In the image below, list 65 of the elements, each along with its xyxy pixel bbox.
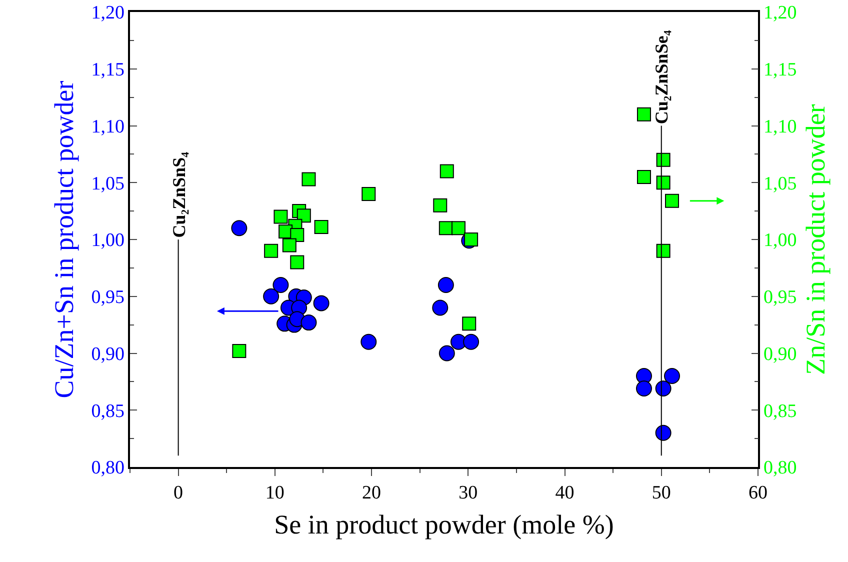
point [264, 244, 278, 258]
ref-line-label: Cu₂ZnSnSe₄ [652, 30, 672, 124]
y-tick-label: 0,95 [91, 287, 124, 308]
y2-tick-label: 1,20 [764, 2, 797, 24]
point [664, 368, 680, 384]
point [655, 380, 672, 397]
x-tick-label: 0 [174, 482, 184, 504]
point [438, 277, 454, 293]
point [451, 221, 466, 236]
x-tick-label: 10 [265, 482, 284, 504]
point [360, 334, 377, 350]
point [656, 152, 670, 167]
point [464, 232, 478, 246]
y-tick-label: 1,00 [91, 230, 124, 252]
y-tick-label: 1,05 [91, 173, 124, 194]
y-tick-label: 0,80 [91, 458, 124, 479]
point [274, 210, 288, 224]
y2-tick-label: 0,85 [764, 400, 797, 422]
x-tick-label: 20 [362, 482, 382, 504]
x-axis-title: Se in product powder (mole %) [274, 509, 614, 540]
point [656, 244, 670, 258]
x-tick-label: 60 [748, 482, 768, 504]
y2-tick-label: 0,95 [764, 287, 797, 308]
point [302, 172, 316, 186]
point [290, 255, 304, 270]
point [463, 334, 480, 350]
y-tick-label: 1,20 [91, 2, 124, 24]
point [665, 194, 680, 208]
y2-tick-label: 1,00 [764, 230, 797, 252]
point [314, 220, 328, 234]
point [636, 170, 651, 184]
y-axis-title: Cu/Zn+Sn in product powder [48, 80, 79, 398]
point [272, 277, 289, 293]
point [263, 288, 280, 304]
point [636, 107, 651, 122]
y2-axis-title: Zn/Sn in product powder [800, 104, 831, 375]
point [300, 314, 317, 331]
point [313, 295, 330, 312]
point [282, 238, 296, 252]
x-tick-label: 50 [652, 482, 671, 504]
point [433, 198, 448, 212]
y2-tick-label: 1,15 [764, 60, 797, 81]
point [440, 164, 454, 178]
point [462, 316, 476, 331]
y-tick-label: 0,90 [91, 344, 124, 365]
y-tick-label: 1,15 [91, 60, 124, 81]
point [656, 176, 670, 190]
point [296, 208, 311, 223]
point [432, 300, 448, 316]
point [232, 344, 246, 358]
y-tick-label: 1,10 [91, 116, 124, 138]
point [636, 380, 652, 397]
point [438, 345, 455, 362]
y2-tick-label: 0,80 [764, 458, 797, 479]
point [231, 220, 248, 236]
y2-tick-label: 1,05 [764, 173, 797, 194]
point [655, 424, 672, 441]
x-tick-label: 30 [458, 482, 478, 504]
ref-line-label: Cu₂ZnSnS₄ [168, 151, 189, 238]
y-tick-label: 0,85 [91, 400, 124, 422]
y2-tick-label: 0,90 [764, 344, 797, 365]
x-tick-label: 40 [555, 482, 574, 504]
point [362, 187, 376, 201]
y2-tick-label: 1,10 [764, 116, 797, 138]
point [438, 221, 453, 236]
